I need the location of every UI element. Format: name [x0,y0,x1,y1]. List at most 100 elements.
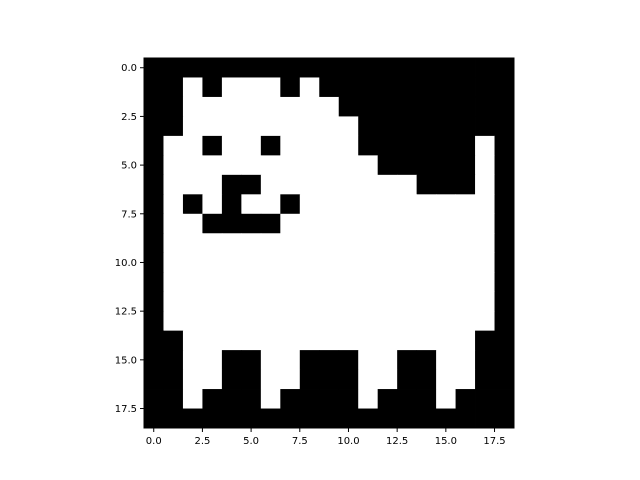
heatmap-cell [221,213,242,234]
heatmap-cell [475,389,495,409]
heatmap-cell [377,155,398,176]
heatmap-cell [494,135,515,156]
heatmap-cell [299,272,320,293]
heatmap-cell [241,77,262,98]
heatmap-cell [163,408,184,429]
heatmap-cell [299,389,320,409]
y-axis: 0.0 2.5 5.0 7.5 10.0 12.5 15.0 17.5 [115,63,144,415]
heatmap-cell [436,369,456,390]
heatmap-cell [358,233,379,254]
heatmap-cell [163,77,184,98]
heatmap-cell [144,272,164,293]
x-tick-label: 17.5 [483,436,505,447]
heatmap-cell [358,96,379,117]
heatmap-cell [475,77,495,98]
heatmap-cell [144,350,164,370]
heatmap-cell [338,77,359,98]
heatmap-cell [436,213,456,234]
y-tick-label: 5.0 [121,161,137,172]
heatmap-cell [377,408,398,429]
heatmap-cell [182,330,203,351]
heatmap-cell [338,408,359,429]
heatmap-cell [377,174,398,195]
heatmap-cell [221,389,242,409]
heatmap-cell [299,58,320,78]
heatmap-cell [494,174,515,195]
heatmap-cell [416,252,437,273]
x-tick-label: 15.0 [435,436,457,447]
heatmap-cell [377,135,398,156]
heatmap-cell [494,408,515,429]
heatmap-cell [455,389,476,409]
heatmap-cell [455,135,476,156]
heatmap-cell [377,291,398,312]
heatmap-cell [260,408,281,429]
heatmap-cell [436,311,456,332]
heatmap-cell [494,213,515,234]
heatmap-cell [182,252,203,273]
heatmap-cell [163,135,184,156]
heatmap-cell [436,233,456,254]
heatmap-cell [280,408,301,429]
heatmap-cell [144,291,164,312]
heatmap-cell [416,174,437,195]
heatmap-cell [202,233,223,254]
heatmap-cell [202,350,223,370]
y-tick-label: 0.0 [121,63,137,74]
heatmap-cell [377,272,398,293]
heatmap-cell [416,389,437,409]
axes-frame [143,57,515,429]
heatmap-cell [377,369,398,390]
heatmap-cell [260,369,281,390]
heatmap-cell [202,213,223,234]
heatmap-cell [358,174,379,195]
heatmap-cell [494,311,515,332]
heatmap-cell [397,291,418,312]
heatmap-cell [260,291,281,312]
heatmap-cell [436,194,456,215]
heatmap-cell [494,96,515,117]
heatmap-cell [416,272,437,293]
heatmap-cell [338,350,359,370]
heatmap-cell [436,96,456,117]
heatmap-cell [260,155,281,176]
heatmap-cell [338,135,359,156]
heatmap-cell [397,272,418,293]
heatmap-cell [163,272,184,293]
heatmap-cell [241,155,262,176]
heatmap-cell [202,389,223,409]
heatmap-cell [241,252,262,273]
heatmap-cell [475,135,495,156]
heatmap-cell [202,58,223,78]
y-tick-label: 15.0 [115,355,137,366]
heatmap-cell [241,408,262,429]
heatmap-cell [475,291,495,312]
heatmap-cell [455,369,476,390]
heatmap-cell [358,77,379,98]
heatmap-cell [299,350,320,370]
heatmap-cell [436,77,456,98]
heatmap-cell [416,369,437,390]
heatmap-cell [241,96,262,117]
heatmap-cell [358,272,379,293]
heatmap-cell [182,233,203,254]
heatmap-cell [319,116,340,137]
heatmap-cell [299,408,320,429]
heatmap-cell [455,252,476,273]
heatmap-cell [494,252,515,273]
heatmap-cell [436,291,456,312]
heatmap-cell [299,252,320,273]
heatmap-cell [436,252,456,273]
heatmap-cell [260,96,281,117]
heatmap-cell [455,155,476,176]
heatmap-cell [494,272,515,293]
heatmap-cell [494,77,515,98]
heatmap-cell [144,77,164,98]
heatmap-cell [455,58,476,78]
heatmap-cell [455,291,476,312]
heatmap-cell [377,77,398,98]
heatmap-cell [475,311,495,332]
heatmap-cell [377,58,398,78]
heatmap-cell [397,194,418,215]
heatmap-cell [494,194,515,215]
